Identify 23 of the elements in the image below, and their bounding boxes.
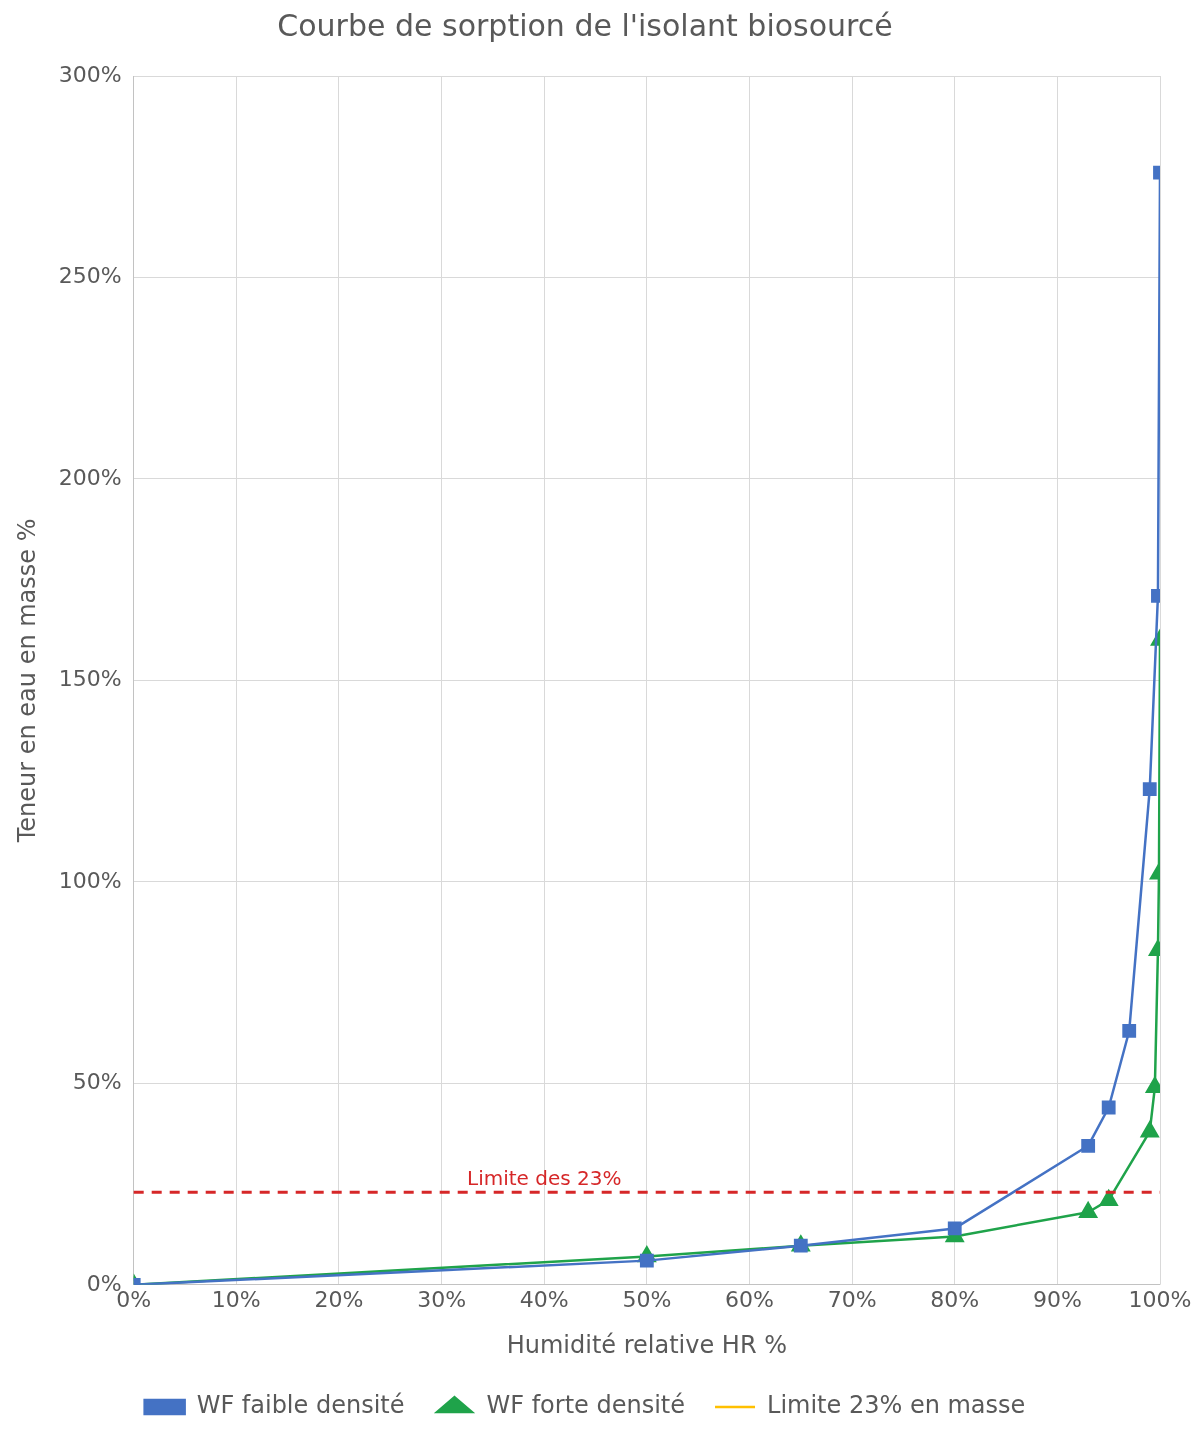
y-tick-label: 100% bbox=[58, 867, 122, 893]
y-tick-label: 200% bbox=[58, 464, 122, 490]
x-tick-label: 80% bbox=[930, 1286, 980, 1312]
x-axis-title: Humidité relative HR % bbox=[506, 1330, 788, 1359]
chart-title: Courbe de sorption de l'isolant biosourcé bbox=[277, 7, 893, 43]
ref-line-label: Limite des 23% bbox=[466, 1166, 622, 1191]
x-tick-label: 60% bbox=[725, 1286, 774, 1312]
legend-label: WF faible densité bbox=[196, 1391, 405, 1420]
x-tick-label: 50% bbox=[622, 1286, 672, 1312]
x-tick-label: 20% bbox=[314, 1286, 364, 1312]
x-tick-label: 90% bbox=[1032, 1286, 1082, 1312]
y-tick-label: 150% bbox=[58, 666, 122, 692]
x-tick-label: 70% bbox=[827, 1286, 877, 1312]
legend-label: WF forte densité bbox=[486, 1391, 686, 1420]
x-tick-label: 30% bbox=[417, 1286, 467, 1312]
y-tick-label: 250% bbox=[58, 263, 122, 289]
x-tick-label: 40% bbox=[519, 1286, 569, 1312]
x-tick-label: 10% bbox=[211, 1286, 261, 1312]
y-tick-label: 50% bbox=[72, 1069, 122, 1095]
x-tick-label: 100% bbox=[1128, 1286, 1192, 1312]
y-tick-label: 300% bbox=[58, 61, 122, 87]
y-axis-title: Teneur en eau en masse % bbox=[12, 518, 41, 844]
legend-label: Limite 23% en masse bbox=[767, 1391, 1026, 1420]
